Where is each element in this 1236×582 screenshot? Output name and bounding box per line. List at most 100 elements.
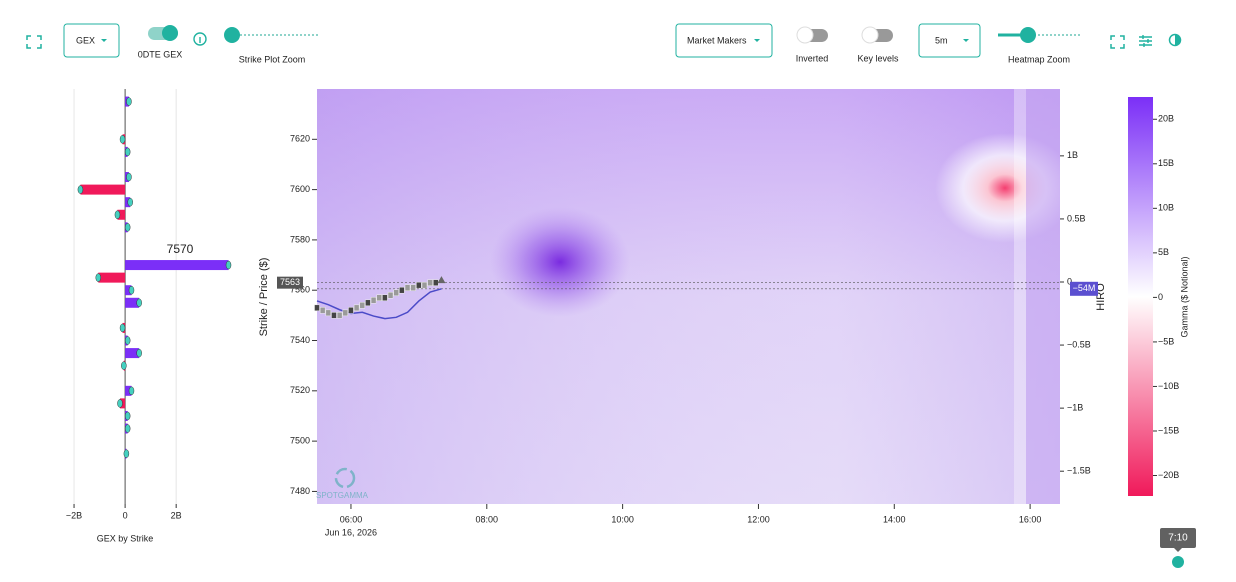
price-candle bbox=[427, 279, 433, 286]
contrast-icon-half bbox=[1175, 34, 1181, 46]
bar-cap bbox=[136, 298, 142, 308]
logo-ring bbox=[334, 467, 356, 489]
bar-cap bbox=[126, 172, 132, 182]
gex-bar bbox=[125, 385, 132, 396]
gex-bar bbox=[80, 184, 126, 195]
colorbar-tick-label: −5B bbox=[1158, 336, 1174, 346]
price-candle bbox=[393, 289, 399, 296]
bar-cap bbox=[136, 348, 142, 358]
gex-bar bbox=[98, 272, 126, 283]
x-tick-label: 10:00 bbox=[611, 514, 634, 524]
heatmap-zoom-label: Heatmap Zoom bbox=[1008, 54, 1070, 64]
heatmap-shade bbox=[317, 89, 1060, 504]
price-candle bbox=[382, 294, 388, 302]
mm-select-text: Market Makers bbox=[687, 35, 747, 45]
info-icon[interactable] bbox=[193, 32, 207, 46]
bar-cap bbox=[124, 147, 131, 157]
inverted-label: Inverted bbox=[796, 53, 829, 63]
x-tick-label: 16:00 bbox=[1019, 514, 1042, 524]
gex-bar bbox=[117, 209, 126, 220]
gex-bar bbox=[125, 348, 140, 359]
colorbar-tick-label: 10B bbox=[1158, 203, 1174, 213]
x-tick-label: 14:00 bbox=[883, 514, 906, 524]
price-candle bbox=[370, 297, 377, 304]
fullscreen-icon[interactable] bbox=[26, 35, 42, 49]
x-tick-label: 08:00 bbox=[476, 514, 499, 524]
price-candle bbox=[404, 284, 411, 291]
bar-cap bbox=[124, 336, 131, 345]
caret bbox=[101, 39, 107, 42]
y-tick-label: 7500 bbox=[290, 435, 310, 445]
settings-icon[interactable] bbox=[1139, 35, 1152, 47]
heatmap-surface bbox=[317, 89, 1060, 504]
odte-label: 0DTE GEX bbox=[138, 49, 183, 59]
y-axis-label: Strike / Price ($) bbox=[258, 258, 270, 337]
colorbar-tick-label: −20B bbox=[1158, 470, 1179, 480]
mm-select[interactable] bbox=[675, 23, 773, 58]
bar-cap bbox=[128, 285, 135, 295]
colorbar bbox=[1128, 97, 1153, 496]
bar-cap bbox=[114, 210, 121, 220]
strike-zoom-thumb[interactable] bbox=[224, 27, 240, 43]
bar-cap bbox=[119, 135, 126, 144]
y2-tick-label: 0 bbox=[1067, 276, 1072, 286]
close-band bbox=[1014, 89, 1026, 504]
caret bbox=[754, 39, 760, 42]
timeline-thumb[interactable] bbox=[1172, 556, 1184, 568]
y-tick-label: 7580 bbox=[290, 234, 310, 244]
price-candle bbox=[348, 307, 354, 314]
price-candle bbox=[410, 284, 416, 291]
x-tick-label: 0 bbox=[123, 510, 128, 520]
price-candle bbox=[353, 304, 360, 312]
logo bbox=[334, 467, 356, 489]
caret bbox=[963, 39, 969, 42]
colorbar-tick-label: −15B bbox=[1158, 425, 1179, 435]
price-candle bbox=[319, 307, 326, 314]
bar-cap bbox=[225, 260, 232, 270]
bar-cap bbox=[121, 361, 127, 370]
y-tick-label: 7480 bbox=[290, 486, 310, 496]
gamma-concentration bbox=[490, 207, 630, 317]
gex-bar bbox=[125, 285, 132, 296]
x-tick-label: 06:00 bbox=[340, 514, 363, 524]
y2-tick-label: −1.5B bbox=[1067, 466, 1091, 476]
bar-cap bbox=[126, 97, 132, 106]
price-candle bbox=[342, 309, 349, 317]
interval-select[interactable] bbox=[918, 23, 981, 58]
interval-select-text: 5m bbox=[935, 35, 948, 45]
chart-title: GEX by Strike bbox=[97, 533, 154, 543]
y2-tick-label: 1B bbox=[1067, 150, 1078, 160]
y2-tick-label: −0.5B bbox=[1067, 339, 1091, 349]
price-candle bbox=[421, 281, 428, 289]
price-candle bbox=[314, 304, 320, 312]
gex-select[interactable] bbox=[63, 23, 120, 58]
price-candle bbox=[365, 299, 371, 307]
bar-cap bbox=[77, 185, 84, 194]
after-close bbox=[1026, 89, 1060, 504]
price-candle bbox=[331, 312, 337, 319]
date-label: Jun 16, 2026 bbox=[325, 527, 377, 537]
strike-annotation: 7570 bbox=[167, 242, 194, 256]
y2-tick-label: −1B bbox=[1067, 403, 1083, 413]
bar-cap bbox=[124, 411, 131, 421]
x-tick-label: 12:00 bbox=[747, 514, 770, 524]
colorbar-label: Gamma ($ Notional) bbox=[1179, 256, 1189, 337]
fullscreen-icon[interactable] bbox=[1110, 35, 1125, 49]
x-tick-label: −2B bbox=[66, 510, 82, 520]
bar-cap bbox=[117, 399, 123, 408]
price-candle bbox=[336, 312, 343, 319]
y-tick-label: 7540 bbox=[290, 335, 310, 345]
hiro-badge-text: −54M bbox=[1073, 283, 1096, 293]
price-candle bbox=[376, 294, 382, 302]
bar-cap bbox=[128, 386, 135, 396]
toggle-knob bbox=[162, 25, 178, 41]
colorbar-tick-label: 5B bbox=[1158, 247, 1169, 257]
bar-cap bbox=[95, 273, 102, 282]
price-marker bbox=[437, 276, 446, 284]
bar-cap bbox=[124, 424, 131, 433]
heatmap-zoom-thumb[interactable] bbox=[1020, 27, 1036, 43]
hiro-badge bbox=[1070, 281, 1098, 296]
price-badge-text: 7563 bbox=[280, 277, 300, 287]
price-candle bbox=[387, 291, 394, 299]
